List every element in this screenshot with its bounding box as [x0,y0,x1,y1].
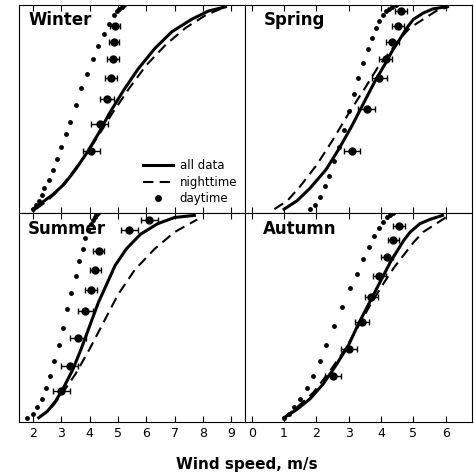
Text: Winter: Winter [28,11,91,29]
Text: Wind speed, m/s: Wind speed, m/s [176,456,317,472]
Text: Summer: Summer [28,219,106,237]
Legend: all data, nighttime, daytime: all data, nighttime, daytime [143,159,237,205]
Text: Spring: Spring [264,11,325,29]
Text: Autumn: Autumn [264,219,337,237]
